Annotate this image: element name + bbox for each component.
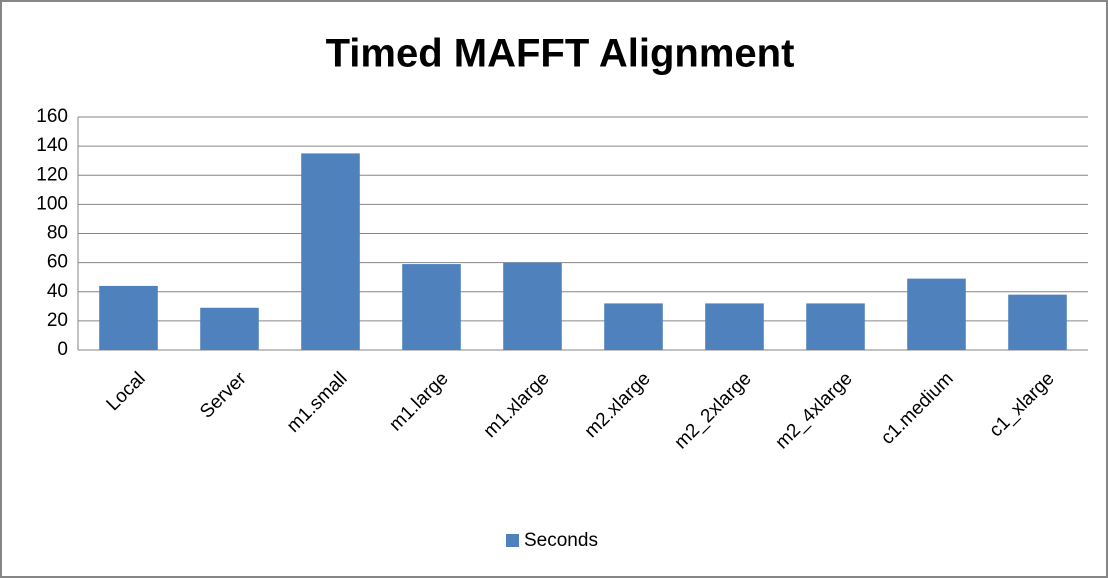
chart-title: Timed MAFFT Alignment <box>326 32 795 76</box>
y-tick-label: 80 <box>47 223 68 244</box>
y-tick-label: 0 <box>57 339 68 360</box>
bar <box>503 262 562 350</box>
y-tick-label: 60 <box>47 252 68 273</box>
y-tick-label: 160 <box>36 106 68 127</box>
legend-label: Seconds <box>524 530 598 551</box>
bar <box>402 264 461 350</box>
bar <box>301 153 360 350</box>
bar <box>99 285 158 350</box>
bar <box>1008 294 1067 350</box>
y-tick-label: 120 <box>36 164 68 185</box>
y-tick-label: 100 <box>36 193 68 214</box>
bar <box>806 303 865 350</box>
legend-swatch <box>506 534 519 547</box>
y-tick-label: 40 <box>47 281 68 302</box>
y-tick-label: 20 <box>47 310 68 331</box>
y-tick-label: 140 <box>36 135 68 156</box>
bar <box>705 303 764 350</box>
bar <box>200 307 259 350</box>
bar <box>907 278 966 350</box>
bar <box>604 303 663 350</box>
